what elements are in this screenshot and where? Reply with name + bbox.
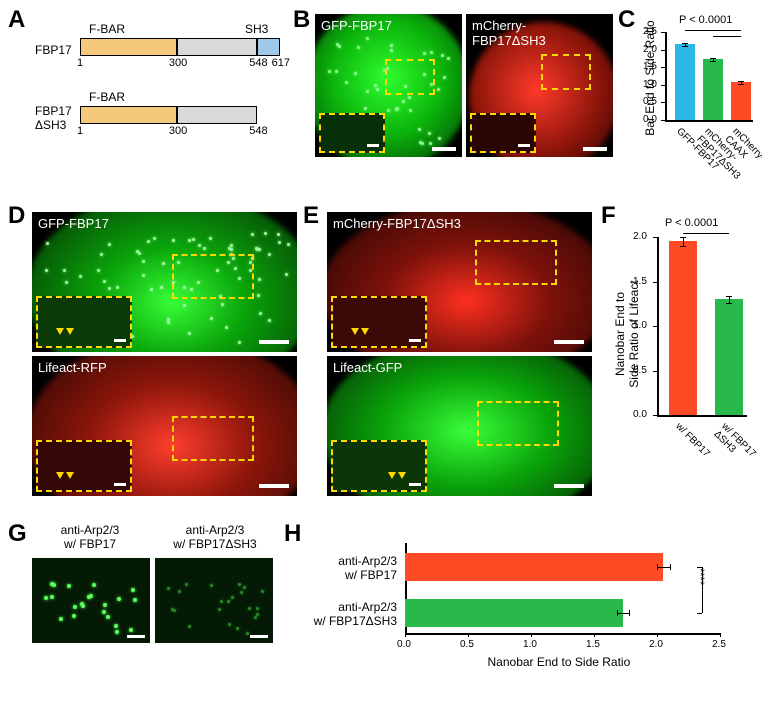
panel-e-bottom-roi (477, 401, 559, 446)
panel-b-right-label: mCherry- FBP17ΔSH3 (472, 18, 546, 48)
panel-b-right-roi (541, 54, 591, 90)
panel-e-top-roi (475, 240, 557, 285)
panel-d-bottom-roi (172, 416, 254, 461)
arrowhead-icon (56, 472, 64, 479)
panel-d-label: D (8, 202, 25, 230)
panel-e-top-inset (331, 296, 427, 348)
inset-scalebar (409, 483, 421, 486)
fbar-label-2: F-BAR (89, 90, 125, 104)
panel-g-label: G (8, 520, 27, 548)
panel-e-top-label: mCherry-FBP17ΔSH3 (333, 216, 461, 231)
panel-d-bottom-micrograph: Lifeact-RFP (32, 356, 297, 496)
panel-b-left-label: GFP-FBP17 (321, 18, 392, 33)
panel-e-bottom-label: Lifeact-GFP (333, 360, 402, 375)
arrowhead-icon (66, 472, 74, 479)
panel-f-label: F (601, 202, 616, 230)
panel-g-right-scalebar (250, 635, 268, 638)
panel-b-left-roi (385, 59, 435, 95)
panel-e-bottom-inset (331, 440, 427, 492)
arrowhead-icon (361, 328, 369, 335)
panel-d-top-micrograph: GFP-FBP17 (32, 212, 297, 352)
inset-scalebar (367, 144, 379, 147)
panel-h-chart: 0.00.51.01.52.02.5Nanobar End to Side Ra… (300, 528, 755, 698)
arrowhead-icon (56, 328, 64, 335)
panel-c-chart: 0.00.51.01.52.02.5Bar End to Side RatioG… (635, 12, 758, 198)
panel-d-bottom-label: Lifeact-RFP (38, 360, 107, 375)
panel-e-bottom-micrograph: Lifeact-GFP (327, 356, 592, 496)
panel-g-right-label: anti-Arp2/3 w/ FBP17ΔSH3 (155, 523, 275, 551)
panel-d-top-roi (172, 254, 254, 299)
panel-e-top-scalebar (554, 340, 584, 344)
inset-scalebar (114, 483, 126, 486)
inset-scalebar (409, 339, 421, 342)
panel-b-left-scalebar (432, 147, 456, 151)
panel-g-left-scalebar (127, 635, 145, 638)
arrowhead-icon (66, 328, 74, 335)
fbar-label-1: F-BAR (89, 22, 125, 36)
fbp17-name: FBP17 (35, 43, 72, 57)
panel-g-left-label: anti-Arp2/3 w/ FBP17 (35, 523, 145, 551)
panel-d-top-inset (36, 296, 132, 348)
panel-d-bottom-inset (36, 440, 132, 492)
panel-d-top-label: GFP-FBP17 (38, 216, 109, 231)
panel-b-right-inset (470, 113, 536, 153)
arrowhead-icon (388, 472, 396, 479)
arrowhead-icon (351, 328, 359, 335)
panel-b-right-micrograph: mCherry- FBP17ΔSH3 (466, 14, 613, 157)
panel-e-bottom-scalebar (554, 484, 584, 488)
arrowhead-icon (398, 472, 406, 479)
inset-scalebar (114, 339, 126, 342)
panel-f-chart: 0.00.51.01.52.0Nanobar End to Side Ratio… (617, 215, 757, 495)
panel-b-left-micrograph: GFP-FBP17 (315, 14, 462, 157)
inset-scalebar (518, 144, 530, 147)
panel-c-label: C (618, 6, 635, 34)
fbp17dsh3-name: FBP17 ΔSH3 (35, 104, 72, 132)
panel-d-top-scalebar (259, 340, 289, 344)
panel-d-bottom-scalebar (259, 484, 289, 488)
panel-e-label: E (303, 202, 319, 230)
panel-a-label: A (8, 6, 25, 34)
panel-g-left-micrograph (32, 558, 150, 643)
panel-g-right-micrograph (155, 558, 273, 643)
panel-b-label: B (293, 6, 310, 34)
panel-h-label: H (284, 520, 301, 548)
panel-a-diagram: F-BAR SH3 FBP17 F-BAR FBP17 ΔSH3 1300548… (35, 20, 290, 150)
panel-e-top-micrograph: mCherry-FBP17ΔSH3 (327, 212, 592, 352)
panel-b-left-inset (319, 113, 385, 153)
sh3-label: SH3 (245, 22, 268, 36)
panel-b-right-scalebar (583, 147, 607, 151)
